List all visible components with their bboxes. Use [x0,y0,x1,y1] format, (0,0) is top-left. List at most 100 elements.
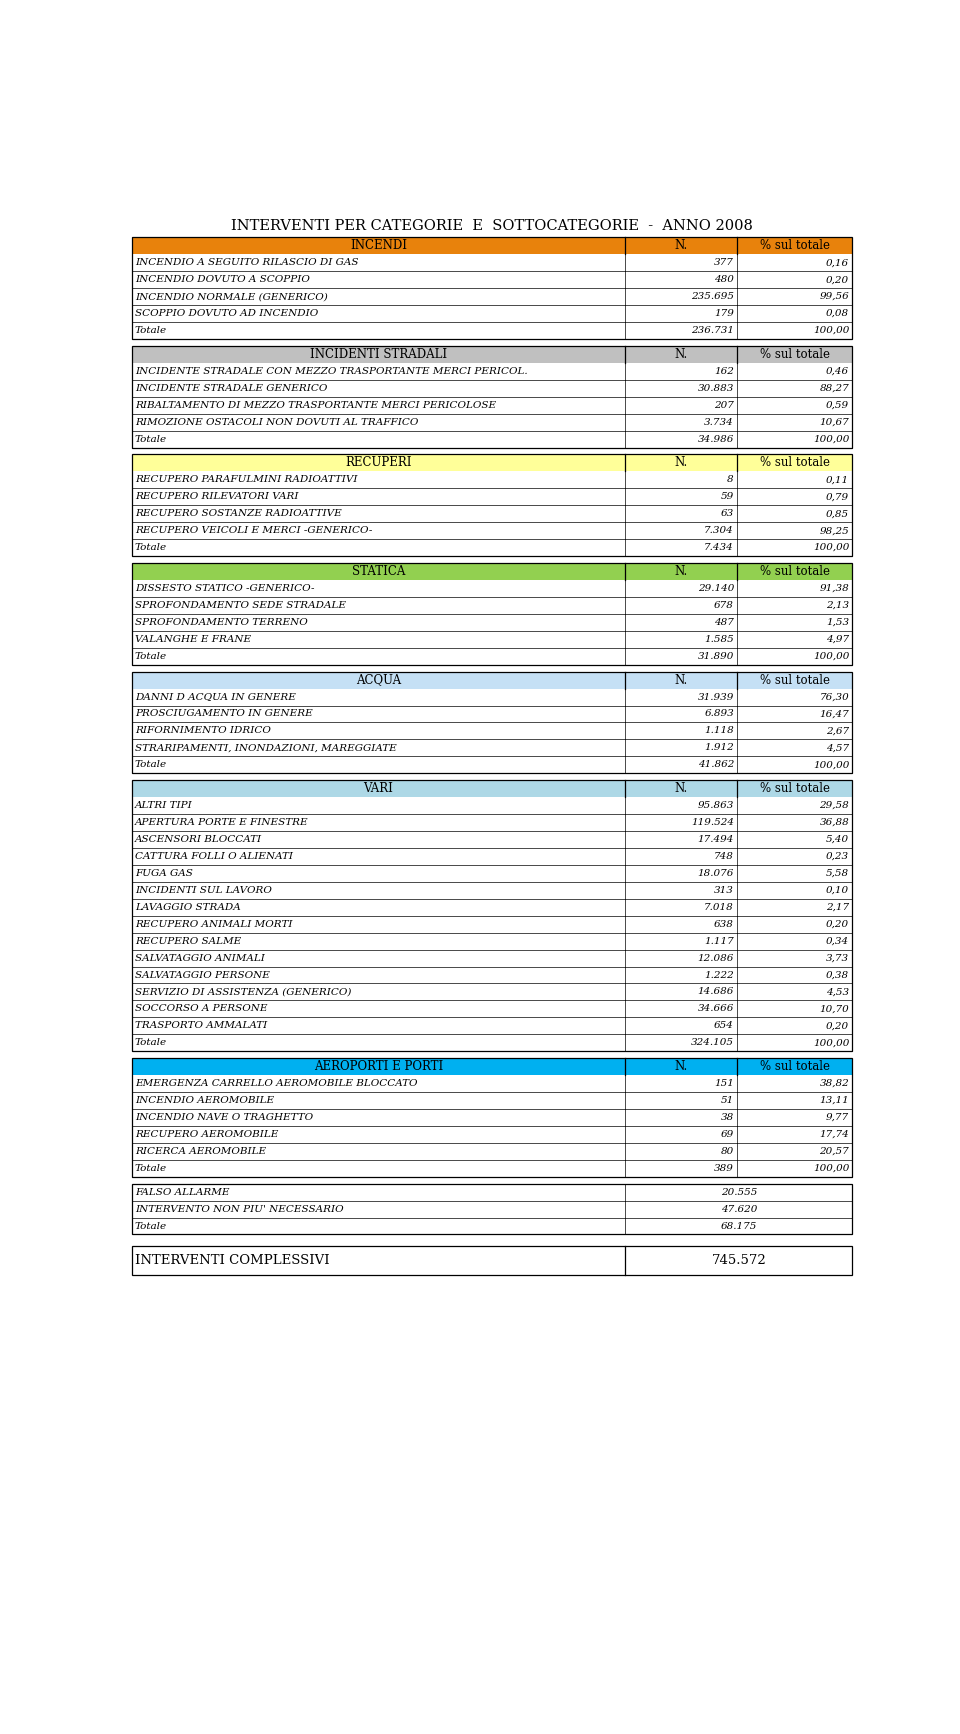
Text: 100,00: 100,00 [813,1039,850,1047]
Text: 5,58: 5,58 [827,869,850,877]
Text: 18.076: 18.076 [698,869,734,877]
Text: 7.304: 7.304 [705,525,734,536]
Text: RECUPERO RILEVATORI VARI: RECUPERO RILEVATORI VARI [134,492,299,501]
Text: % sul totale: % sul totale [759,456,829,470]
Text: 7.434: 7.434 [705,543,734,551]
Text: FALSO ALLARME: FALSO ALLARME [134,1188,229,1196]
Text: 480: 480 [714,276,734,284]
Bar [132,1247,852,1274]
Text: 678: 678 [714,602,734,610]
Text: 638: 638 [714,919,734,929]
Text: RICERCA AEROMOBILE: RICERCA AEROMOBILE [134,1146,266,1157]
Text: SOCCORSO A PERSONE: SOCCORSO A PERSONE [134,1004,267,1013]
Text: Totale: Totale [134,652,167,661]
Bar [132,489,852,505]
Bar [132,288,852,305]
Bar [132,723,852,739]
Bar [132,966,852,983]
Text: 0,79: 0,79 [827,492,850,501]
Bar [132,345,852,362]
Text: INCENDIO AEROMOBILE: INCENDIO AEROMOBILE [134,1096,274,1105]
Bar [132,1184,852,1235]
Text: 0,23: 0,23 [827,851,850,860]
Text: DISSESTO STATICO -GENERICO-: DISSESTO STATICO -GENERICO- [134,584,314,593]
Bar [132,848,852,865]
Text: PROSCIUGAMENTO IN GENERE: PROSCIUGAMENTO IN GENERE [134,709,312,718]
Bar [132,1200,852,1217]
Bar [132,564,852,579]
Bar [132,238,852,255]
Text: STATICA: STATICA [351,565,405,577]
Text: 0,08: 0,08 [827,309,850,317]
Text: 95.863: 95.863 [698,801,734,810]
Bar [132,238,852,338]
Text: 0,85: 0,85 [827,510,850,518]
Text: Totale: Totale [134,543,167,551]
Text: % sul totale: % sul totale [759,349,829,361]
Text: 41.862: 41.862 [698,759,734,770]
Text: 1.585: 1.585 [705,635,734,643]
Bar [132,631,852,649]
Text: 29,58: 29,58 [820,801,850,810]
Text: 0,20: 0,20 [827,919,850,929]
Text: 80: 80 [721,1146,734,1157]
Text: 1,53: 1,53 [827,617,850,626]
Text: RIMOZIONE OSTACOLI NON DOVUTI AL TRAFFICO: RIMOZIONE OSTACOLI NON DOVUTI AL TRAFFIC… [134,418,419,427]
Text: Totale: Totale [134,759,167,770]
Bar [132,1217,852,1235]
Bar [132,916,852,933]
Text: N.: N. [675,565,687,577]
Text: EMERGENZA CARRELLO AEROMOBILE BLOCCATO: EMERGENZA CARRELLO AEROMOBILE BLOCCATO [134,1079,418,1087]
Text: 162: 162 [714,368,734,376]
Text: 31.890: 31.890 [698,652,734,661]
Text: RECUPERO SOSTANZE RADIOATTIVE: RECUPERO SOSTANZE RADIOATTIVE [134,510,342,518]
Bar [132,414,852,430]
Bar [132,671,852,688]
Bar [132,579,852,596]
Bar [132,883,852,898]
Bar [132,454,852,557]
Text: SERVIZIO DI ASSISTENZA (GENERICO): SERVIZIO DI ASSISTENZA (GENERICO) [134,987,351,997]
Bar [132,472,852,489]
Bar [132,430,852,447]
Text: 2,17: 2,17 [827,903,850,912]
Text: 3.734: 3.734 [705,418,734,427]
Bar [132,522,852,539]
Text: 10,67: 10,67 [820,418,850,427]
Text: SALVATAGGIO ANIMALI: SALVATAGGIO ANIMALI [134,954,265,962]
Text: 100,00: 100,00 [813,435,850,444]
Text: VALANGHE E FRANE: VALANGHE E FRANE [134,635,251,643]
Text: 0,34: 0,34 [827,936,850,945]
Text: 235.695: 235.695 [691,291,734,302]
Text: N.: N. [675,782,687,796]
Text: INCIDENTI STRADALI: INCIDENTI STRADALI [310,349,447,361]
Text: N.: N. [675,239,687,253]
Text: 8: 8 [728,475,734,484]
Text: CATTURA FOLLI O ALIENATI: CATTURA FOLLI O ALIENATI [134,851,293,860]
Text: INTERVENTO NON PIU' NECESSARIO: INTERVENTO NON PIU' NECESSARIO [134,1205,344,1214]
Text: INCIDENTE STRADALE CON MEZZO TRASPORTANTE MERCI PERICOL.: INCIDENTE STRADALE CON MEZZO TRASPORTANT… [134,368,527,376]
Bar [132,688,852,706]
Text: 236.731: 236.731 [691,326,734,335]
Text: 38: 38 [721,1113,734,1122]
Text: RECUPERO SALME: RECUPERO SALME [134,936,241,945]
Text: Totale: Totale [134,1039,167,1047]
Text: 179: 179 [714,309,734,317]
Text: DANNI D ACQUA IN GENERE: DANNI D ACQUA IN GENERE [134,692,296,702]
Bar [132,739,852,756]
Bar [132,596,852,614]
Text: 0,20: 0,20 [827,1021,850,1030]
Text: 30.883: 30.883 [698,383,734,394]
Text: VARI: VARI [364,782,394,796]
Bar [132,1058,852,1177]
Text: SPROFONDAMENTO SEDE STRADALE: SPROFONDAMENTO SEDE STRADALE [134,602,346,610]
Bar [132,564,852,664]
Text: 63: 63 [721,510,734,518]
Text: 6.893: 6.893 [705,709,734,718]
Text: RECUPERO ANIMALI MORTI: RECUPERO ANIMALI MORTI [134,919,292,929]
Bar [132,671,852,773]
Text: 20,57: 20,57 [820,1146,850,1157]
Bar [132,950,852,966]
Text: % sul totale: % sul totale [759,565,829,577]
Text: INCENDIO NORMALE (GENERICO): INCENDIO NORMALE (GENERICO) [134,291,327,302]
